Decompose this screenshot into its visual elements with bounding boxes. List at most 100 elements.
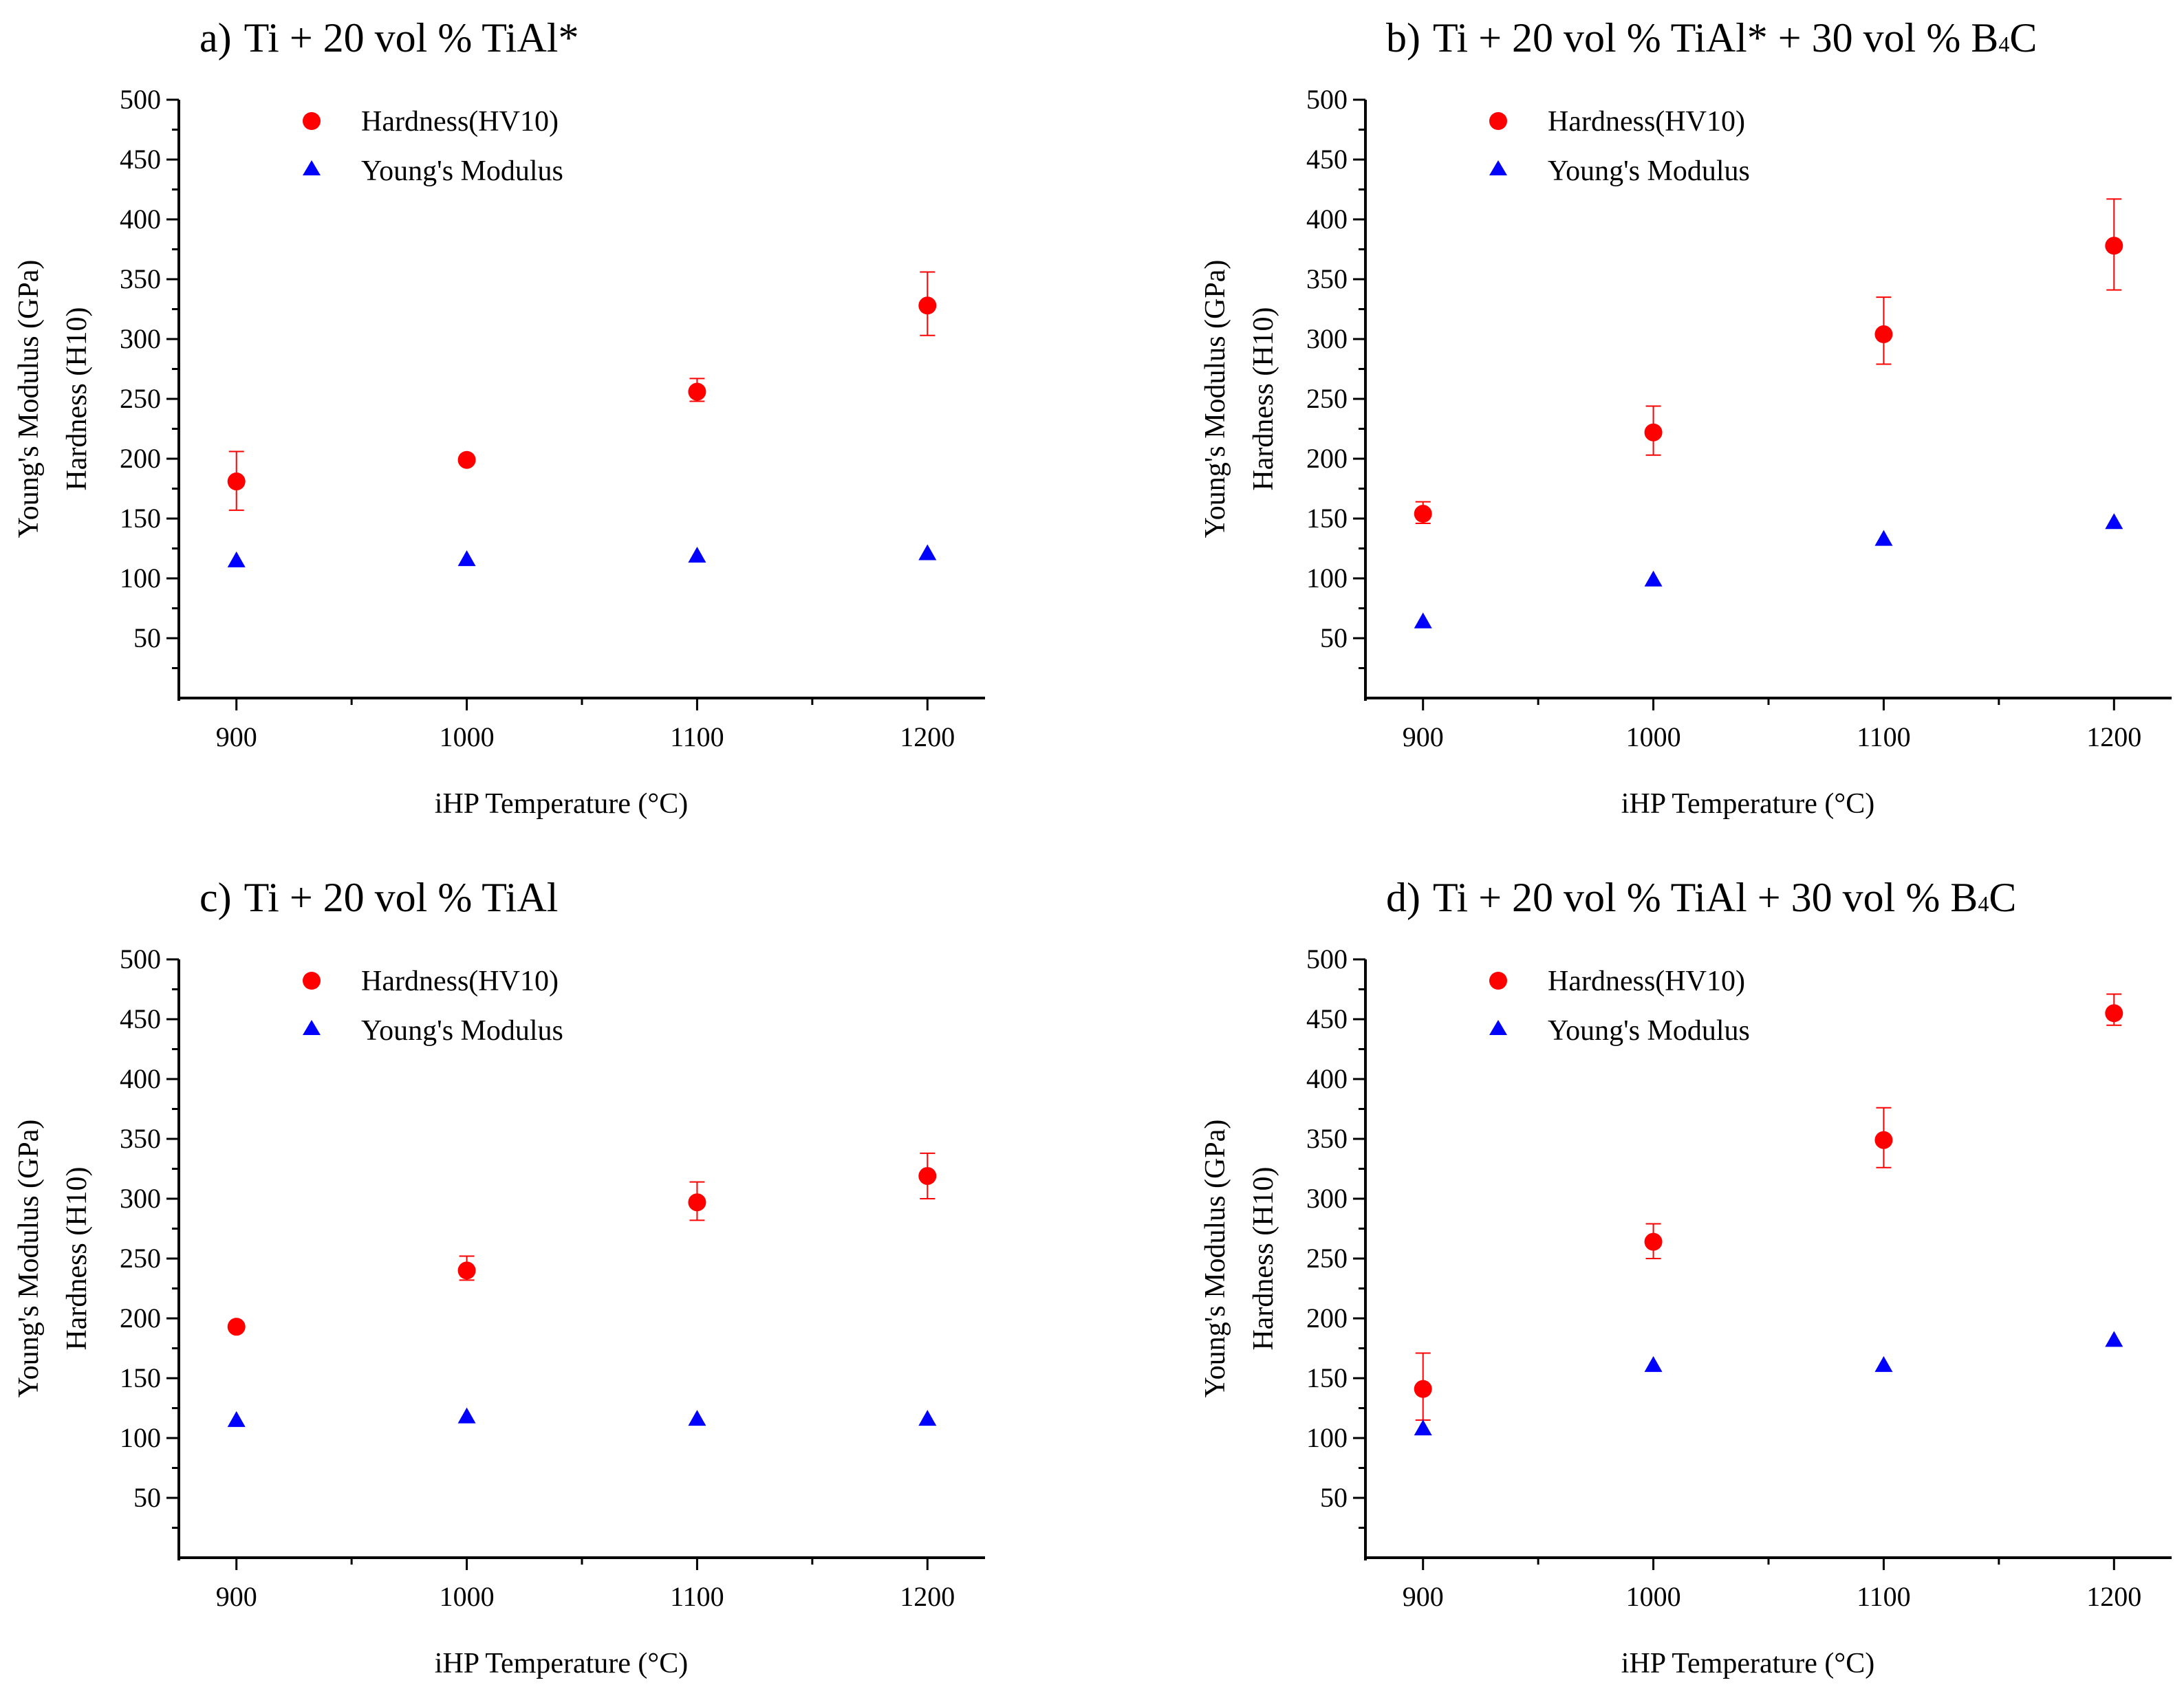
hardness-point [227, 1318, 246, 1336]
y-tick-label: 350 [1306, 1123, 1348, 1154]
y-tick-label: 200 [1306, 443, 1348, 474]
modulus-point [227, 551, 246, 567]
legend-modulus-marker [1489, 1020, 1507, 1035]
y-tick-label: 400 [1306, 1063, 1348, 1094]
y-tick-label: 50 [1320, 622, 1348, 653]
y-axis-label-outer: Young's Modulus (GPa) [13, 260, 45, 538]
x-tick-label: 1000 [1626, 1581, 1681, 1612]
y-tick-label: 300 [1306, 1183, 1348, 1214]
y-tick-label: 450 [1306, 144, 1348, 175]
y-tick-label: 50 [1320, 1482, 1348, 1513]
y-tick-label: 100 [1306, 563, 1348, 594]
y-tick-label: 500 [1306, 944, 1348, 975]
chart-panel-2: b) Ti + 20 vol % TiAl* + 30 vol % B4C 50 10… [1200, 15, 2172, 820]
y-tick-label: 250 [1306, 383, 1348, 414]
modulus-point [1644, 570, 1663, 587]
modulus-point [918, 1410, 937, 1426]
hardness-point [457, 450, 476, 469]
chart-panel-1: a) Ti + 20 vol % TiAl* 50 100 150 200 250 300 35… [13, 15, 985, 820]
y-tick-label: 500 [120, 944, 161, 975]
x-tick-label: 900 [1403, 721, 1444, 752]
modulus-point [1414, 612, 1432, 629]
y-axis-label-inner: Hardness (H10) [61, 307, 93, 490]
x-tick-label: 900 [1403, 1581, 1444, 1612]
modulus-point [688, 1410, 706, 1426]
legend-modulus-label: Young's Modulus [361, 155, 563, 187]
y-tick-label: 150 [1306, 1362, 1348, 1393]
legend-modulus-label: Young's Modulus [361, 1015, 563, 1047]
hardness-point [1414, 1380, 1432, 1398]
y-tick-label: 300 [1306, 323, 1348, 354]
title-text: Ti + 20 vol % TiAl* + 30 vol % B [1433, 15, 1998, 61]
y-tick-label: 400 [120, 204, 161, 235]
hardness-point [1644, 423, 1663, 442]
modulus-point [457, 1407, 476, 1424]
y-tick-label: 150 [120, 1362, 161, 1393]
modulus-point [1644, 1356, 1663, 1372]
y-tick-label: 450 [120, 144, 161, 175]
x-tick-label: 1200 [900, 721, 955, 752]
y-tick-label: 400 [1306, 204, 1348, 235]
x-tick-label: 1000 [1626, 721, 1681, 752]
chart-title: b) Ti + 20 vol % TiAl* + 30 vol % B4C [1386, 15, 2037, 61]
y-axis-label-outer: Young's Modulus (GPa) [13, 1120, 45, 1398]
y-tick-label: 350 [1306, 263, 1348, 294]
hardness-point [2105, 1004, 2123, 1023]
y-tick-label: 250 [1306, 1243, 1348, 1274]
hardness-point [918, 296, 937, 315]
modulus-point [688, 546, 706, 563]
y-tick-label: 100 [1306, 1422, 1348, 1453]
x-tick-label: 1200 [2086, 1581, 2141, 1612]
x-tick-label: 900 [216, 1581, 257, 1612]
x-tick-label: 1100 [670, 721, 724, 752]
y-tick-label: 150 [1306, 503, 1348, 534]
y-tick-label: 500 [120, 84, 161, 115]
y-axis-label-outer: Young's Modulus (GPa) [1200, 1120, 1231, 1398]
hardness-point [1414, 505, 1432, 523]
hardness-point [2105, 237, 2123, 255]
x-tick-label: 1000 [440, 1581, 495, 1612]
title-tail: C [1989, 875, 2016, 920]
modulus-point [457, 550, 476, 567]
title-text: Ti + 20 vol % TiAl* [244, 15, 579, 61]
chart-title: a) Ti + 20 vol % TiAl* [199, 15, 579, 61]
y-tick-label: 300 [120, 1183, 161, 1214]
title-panel-label: c) [199, 875, 232, 920]
hardness-point [457, 1261, 476, 1280]
y-tick-label: 300 [120, 323, 161, 354]
y-axis-label-inner: Hardness (H10) [1248, 307, 1279, 490]
y-tick-label: 50 [133, 1482, 161, 1513]
modulus-point [2105, 1331, 2123, 1347]
title-panel-label: a) [199, 15, 232, 61]
title-panel-label: d) [1386, 875, 1420, 920]
legend-hardness-label: Hardness(HV10) [1548, 106, 1745, 138]
legend-hardness-marker [303, 972, 321, 990]
y-tick-label: 500 [1306, 84, 1348, 115]
hardness-point [1874, 1131, 1893, 1149]
hardness-point [1874, 325, 1893, 344]
title-text: Ti + 20 vol % TiAl + 30 vol % B [1433, 875, 1978, 920]
y-tick-label: 150 [120, 503, 161, 534]
x-tick-label: 1100 [1857, 721, 1911, 752]
chart-title: d) Ti + 20 vol % TiAl + 30 vol % B4C [1386, 875, 2016, 920]
y-tick-label: 250 [120, 1243, 161, 1274]
modulus-point [918, 544, 937, 560]
y-tick-label: 350 [120, 1123, 161, 1154]
chart-panel-3: c) Ti + 20 vol % TiAl 50 100 150 200 250 300 350… [13, 875, 985, 1679]
legend-modulus-label: Young's Modulus [1548, 1015, 1750, 1047]
x-axis-label: iHP Temperature (°C) [1621, 1648, 1874, 1679]
hardness-point [688, 1193, 706, 1212]
legend-hardness-marker [1489, 112, 1507, 130]
legend-hardness-marker [303, 112, 321, 130]
hardness-point [1644, 1232, 1663, 1251]
chart-panel-4: d) Ti + 20 vol % TiAl + 30 vol % B4C 50 100… [1200, 875, 2172, 1679]
legend-hardness-label: Hardness(HV10) [1548, 966, 1745, 997]
y-axis-label-inner: Hardness (H10) [61, 1166, 93, 1350]
x-axis-label: iHP Temperature (°C) [1621, 788, 1874, 820]
y-tick-label: 350 [120, 263, 161, 294]
x-axis-label: iHP Temperature (°C) [435, 788, 688, 820]
modulus-point [1414, 1419, 1432, 1436]
title-text: Ti + 20 vol % TiAl [244, 875, 559, 920]
modulus-point [1874, 530, 1893, 546]
x-tick-label: 1000 [440, 721, 495, 752]
